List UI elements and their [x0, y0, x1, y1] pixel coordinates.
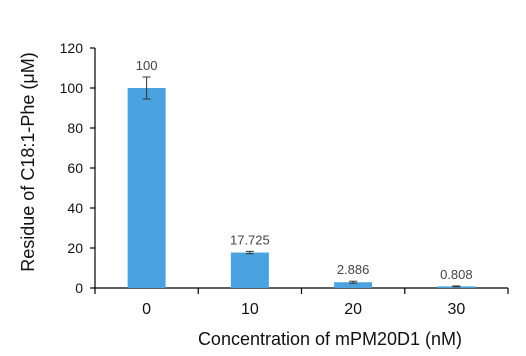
y-tick-label: 60 — [67, 160, 83, 176]
y-tick-label: 20 — [67, 240, 83, 256]
y-tick-label: 0 — [75, 280, 83, 296]
x-axis: 0 10 20 30 — [94, 287, 509, 318]
y-tick-label: 80 — [67, 120, 83, 136]
y-tick-label: 100 — [60, 80, 84, 96]
x-tick-label: 20 — [344, 301, 362, 318]
data-label: 17.725 — [230, 232, 270, 247]
error-bar — [349, 280, 358, 284]
x-tick-label: 30 — [447, 301, 465, 318]
bar — [127, 88, 166, 288]
y-axis: 0 20 40 60 80 100 120 — [60, 40, 96, 296]
x-tick-label: 0 — [142, 301, 151, 318]
error-bars — [142, 76, 461, 288]
y-axis-title: Residue of C18:1-Phe (μM) — [18, 52, 38, 271]
x-axis-title: Concentration of mPM20D1 (nM) — [198, 329, 462, 349]
error-bar — [142, 76, 151, 100]
data-label: 0.808 — [440, 267, 473, 282]
bar — [230, 252, 269, 288]
bar — [334, 282, 373, 288]
bars — [127, 88, 476, 288]
y-tick-label: 120 — [60, 40, 84, 56]
data-labels: 100 17.725 2.886 0.808 — [136, 58, 473, 282]
data-label: 2.886 — [337, 262, 370, 277]
error-bar — [245, 250, 254, 255]
data-label: 100 — [136, 58, 158, 73]
y-tick-label: 40 — [67, 200, 83, 216]
error-bar — [452, 285, 461, 288]
x-tick-label: 10 — [241, 301, 259, 318]
